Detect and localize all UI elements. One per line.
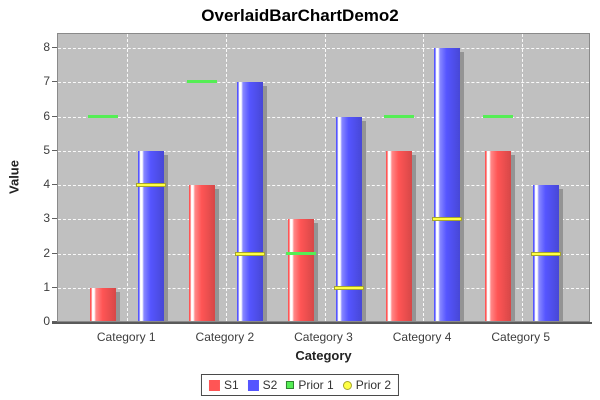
gridline-horizontal: [58, 253, 589, 255]
marker-prior-2-category-1[interactable]: [136, 183, 167, 187]
gridline-horizontal: [58, 150, 589, 152]
bar-s1-category-1[interactable]: [90, 287, 117, 321]
bar-s2-category-1[interactable]: [138, 150, 165, 321]
bar-s1-category-4[interactable]: [386, 150, 413, 321]
y-tick-label: 3: [43, 211, 50, 226]
legend-item-s1: S1: [208, 378, 239, 392]
x-tick-label-category-5: Category 5: [491, 330, 551, 344]
legend: S1 S2 Prior 1 Prior 2: [200, 374, 400, 396]
y-tick-label: 6: [43, 108, 50, 123]
gridline-horizontal: [58, 82, 589, 84]
y-tick-label: 5: [43, 142, 50, 157]
y-tick-mark: [52, 286, 57, 288]
y-tick-label: 2: [43, 245, 50, 260]
marker-prior-1-category-3[interactable]: [285, 251, 316, 255]
legend-label-s1: S1: [223, 378, 239, 392]
gridline-vertical: [127, 34, 129, 321]
x-tick-label-category-3: Category 3: [294, 330, 353, 344]
y-tick-label: 8: [43, 40, 50, 54]
y-tick-label: 4: [43, 177, 50, 191]
legend-item-s2: S2: [247, 378, 278, 392]
bar-s1-category-3[interactable]: [287, 219, 314, 321]
legend-label-prior-2: Prior 2: [355, 378, 392, 392]
marker-prior-2-category-3[interactable]: [333, 285, 364, 290]
bar-s1-category-2[interactable]: [188, 185, 215, 321]
bar-s2-category-2[interactable]: [236, 82, 263, 321]
gridline-horizontal: [58, 287, 589, 289]
marker-prior-2-category-5[interactable]: [530, 251, 561, 256]
legend-item-prior-1: Prior 1: [286, 378, 334, 392]
gridline-horizontal: [58, 48, 589, 49]
y-tick-mark: [52, 184, 57, 185]
gridline-vertical: [324, 34, 326, 321]
x-tick-label-category-2: Category 2: [195, 330, 255, 344]
x-tick-label-category-4: Category 4: [392, 330, 452, 344]
gridline-horizontal: [58, 219, 589, 221]
x-axis-label: Category: [295, 348, 352, 363]
y-tick-label: 1: [43, 279, 50, 294]
y-tick-mark: [52, 115, 57, 117]
gridline-horizontal: [58, 185, 589, 186]
legend-swatch-prior-1: [286, 381, 295, 389]
y-tick-mark: [52, 252, 57, 254]
gridline-vertical: [423, 34, 425, 321]
y-tick-mark: [52, 321, 57, 322]
legend-swatch-s2: [247, 379, 259, 391]
y-tick-label: 7: [43, 74, 50, 89]
y-tick-mark: [52, 218, 57, 220]
marker-prior-1-category-4[interactable]: [384, 114, 415, 118]
gridline-vertical: [521, 34, 523, 321]
legend-swatch-prior-2: [342, 380, 352, 390]
bar-s1-category-5[interactable]: [484, 150, 511, 321]
y-tick-mark: [52, 149, 57, 151]
legend-label-s2: S2: [262, 378, 278, 392]
chart-title: OverlaidBarChartDemo2: [201, 6, 399, 25]
x-axis-line: [52, 322, 592, 324]
bar-s2-category-3[interactable]: [335, 116, 362, 321]
legend-label-prior-1: Prior 1: [298, 378, 334, 392]
marker-prior-1-category-5[interactable]: [482, 114, 513, 118]
legend-swatch-s1: [208, 379, 220, 391]
legend-item-prior-2: Prior 2: [342, 378, 392, 392]
gridline-vertical: [225, 34, 227, 321]
y-tick-mark: [52, 81, 57, 83]
marker-prior-1-category-2[interactable]: [186, 80, 217, 84]
y-tick-label: 0: [43, 314, 50, 328]
marker-prior-2-category-2[interactable]: [234, 251, 265, 256]
marker-prior-2-category-4[interactable]: [432, 217, 463, 222]
x-tick-label-category-1: Category 1: [96, 330, 156, 344]
bar-s2-category-4[interactable]: [434, 48, 461, 321]
marker-prior-1-category-1[interactable]: [88, 114, 119, 118]
y-tick-mark: [52, 47, 57, 48]
gridline-horizontal: [58, 116, 589, 118]
plot-area: [57, 33, 590, 322]
